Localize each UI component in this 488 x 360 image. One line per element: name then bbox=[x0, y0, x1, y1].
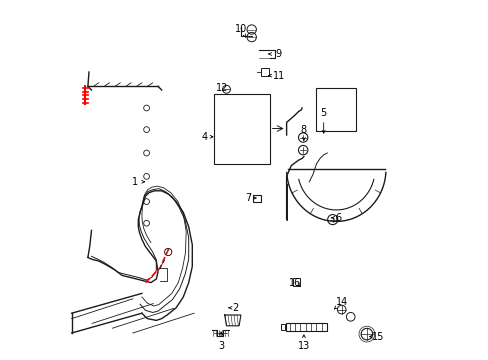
Text: 7: 7 bbox=[244, 193, 251, 203]
Bar bbox=[316, 88, 355, 131]
Text: 14: 14 bbox=[335, 297, 347, 307]
Text: 3: 3 bbox=[218, 341, 224, 351]
Text: 13: 13 bbox=[297, 341, 309, 351]
Text: 15: 15 bbox=[371, 332, 383, 342]
Bar bbox=[213, 94, 269, 164]
Bar bbox=[260, 68, 268, 76]
Text: 16: 16 bbox=[288, 278, 301, 288]
Bar bbox=[280, 324, 285, 330]
Text: 1: 1 bbox=[131, 177, 138, 187]
Text: 5: 5 bbox=[320, 108, 326, 118]
Text: 9: 9 bbox=[275, 49, 281, 59]
Text: 11: 11 bbox=[272, 71, 284, 81]
Text: 8: 8 bbox=[300, 125, 306, 135]
Text: 2: 2 bbox=[232, 303, 238, 313]
Text: 6: 6 bbox=[334, 213, 341, 223]
Bar bbox=[285, 323, 326, 331]
Bar bbox=[253, 195, 261, 202]
Text: 4: 4 bbox=[202, 132, 207, 142]
Text: 12: 12 bbox=[215, 83, 227, 93]
Bar bbox=[292, 278, 299, 286]
Text: 10: 10 bbox=[234, 24, 246, 34]
